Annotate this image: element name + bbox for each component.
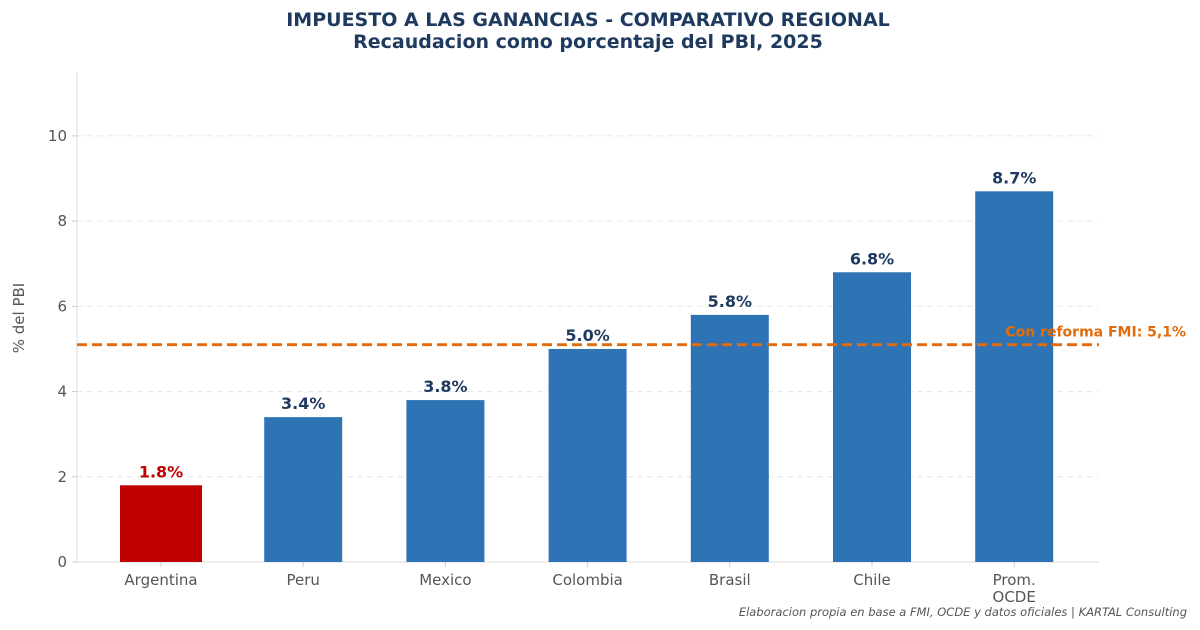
data-label: 3.8% [423, 377, 467, 396]
reference-line-group: Con reforma FMI: 5,1% [77, 325, 1186, 347]
x-tick-label-line: Chile [853, 571, 891, 589]
x-tick-label-line: Prom. [993, 571, 1036, 589]
x-axis-ticks: Argentina Peru Mexico Colombia Brasil Chile Pr… [124, 562, 1036, 606]
source-note: Elaboracion propia en base a FMI, OCDE y… [739, 605, 1187, 619]
x-tick-label: Prom. OCDE [993, 571, 1036, 606]
y-tick-label: 10 [48, 127, 67, 145]
bars [120, 191, 1054, 562]
bar [975, 191, 1054, 562]
x-tick-label-line: Colombia [552, 571, 623, 589]
x-tick-label-line: Mexico [419, 571, 471, 589]
data-label: 5.8% [708, 292, 752, 311]
x-tick-label-line: Peru [286, 571, 319, 589]
bar [264, 417, 343, 562]
x-tick-label: Chile [853, 571, 891, 589]
data-label: 5.0% [565, 326, 609, 345]
y-axis-ticks: 0 2 4 6 8 10 [48, 127, 77, 571]
chart-subtitle: Recaudacion como porcentaje del PBI, 202… [353, 31, 823, 53]
y-tick-label: 8 [57, 212, 67, 230]
bar [690, 314, 769, 562]
y-axis-label: % del PBI [10, 283, 28, 353]
x-tick-label: Mexico [419, 571, 471, 589]
data-label: 3.4% [281, 394, 325, 413]
x-tick-label: Peru [286, 571, 319, 589]
grid-lines [77, 135, 1099, 478]
x-tick-label: Colombia [552, 571, 623, 589]
x-tick-label-line: Brasil [709, 571, 751, 589]
y-tick-label: 4 [57, 383, 67, 401]
reference-line-label: Con reforma FMI: 5,1% [1005, 325, 1186, 341]
y-tick-label: 0 [57, 553, 67, 571]
x-tick-label: Brasil [709, 571, 751, 589]
data-label: 8.7% [992, 168, 1036, 187]
x-tick-label-line: Argentina [124, 571, 197, 589]
data-label: 6.8% [850, 249, 894, 268]
bar [833, 272, 911, 562]
y-tick-label: 6 [57, 297, 67, 315]
bar [120, 485, 202, 562]
chart-title: IMPUESTO A LAS GANANCIAS - COMPARATIVO R… [286, 9, 890, 31]
bar [406, 400, 485, 562]
bar [548, 348, 627, 562]
y-tick-label: 2 [57, 468, 67, 486]
data-labels: 1.8% 3.4% 3.8% 5.0% 5.8% 6.8% 8.7% [139, 168, 1037, 481]
x-tick-label-line: OCDE [993, 588, 1036, 606]
data-label: 1.8% [139, 462, 183, 481]
x-tick-label: Argentina [124, 571, 197, 589]
